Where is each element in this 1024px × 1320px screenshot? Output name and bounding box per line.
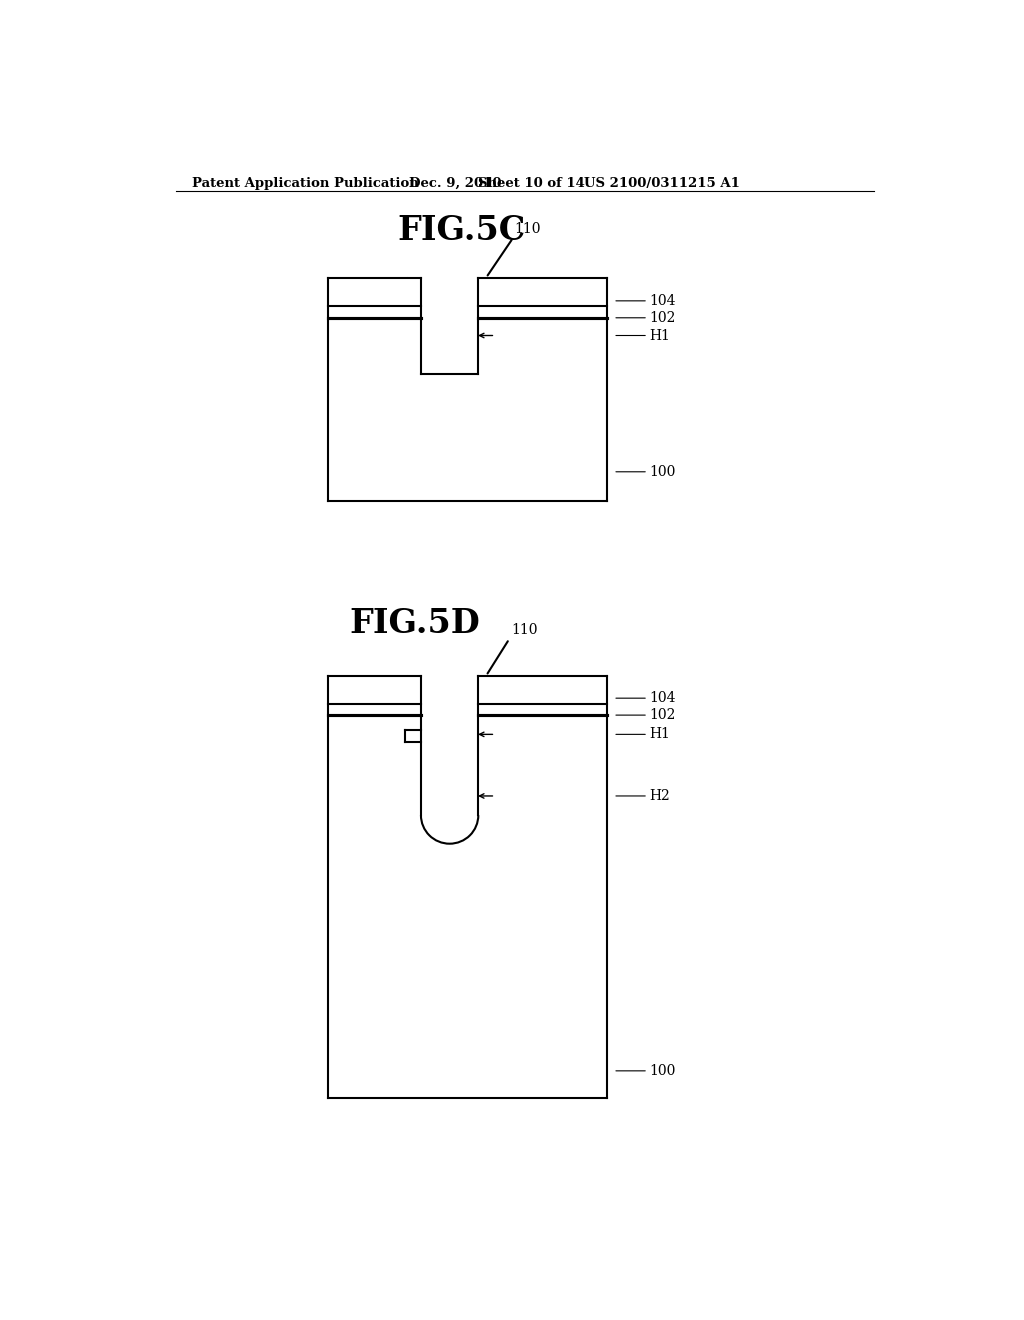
Text: 104: 104 <box>649 294 676 308</box>
Text: H1: H1 <box>649 727 671 742</box>
Polygon shape <box>407 675 421 689</box>
Text: Patent Application Publication: Patent Application Publication <box>191 177 418 190</box>
Text: H1: H1 <box>649 329 671 342</box>
Text: 110: 110 <box>515 222 542 236</box>
Text: FIG.5D: FIG.5D <box>349 607 480 640</box>
Text: Dec. 9, 2010: Dec. 9, 2010 <box>409 177 501 190</box>
Text: 104: 104 <box>649 692 676 705</box>
Text: 100: 100 <box>649 1064 676 1078</box>
Text: US 2100/0311215 A1: US 2100/0311215 A1 <box>584 177 739 190</box>
Text: 100: 100 <box>649 465 676 479</box>
Text: Sheet 10 of 14: Sheet 10 of 14 <box>478 177 585 190</box>
Text: 102: 102 <box>649 310 676 325</box>
Text: FIG.5C: FIG.5C <box>397 214 525 247</box>
Text: 102: 102 <box>649 708 676 722</box>
Text: 110: 110 <box>511 623 538 638</box>
Polygon shape <box>407 276 421 292</box>
Text: H2: H2 <box>649 789 671 803</box>
